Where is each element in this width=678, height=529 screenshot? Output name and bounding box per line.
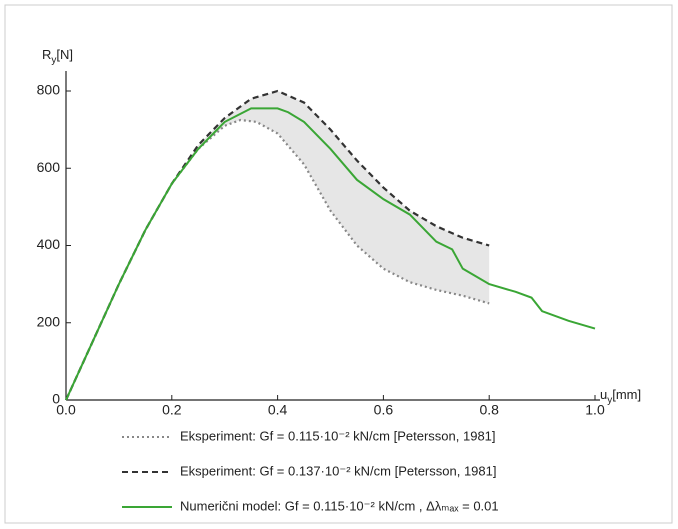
x-axis-label-subscript: y xyxy=(607,395,612,406)
y-axis-label-unit: [N] xyxy=(56,47,73,62)
y-axis-label-symbol: R xyxy=(42,47,51,62)
x-tick-label: 0.6 xyxy=(374,402,394,418)
legend-label: Eksperiment: Gf = 0.137·10⁻² kN/cm [Pete… xyxy=(180,463,496,478)
x-tick-label: 0.8 xyxy=(479,402,499,418)
y-tick-label: 200 xyxy=(37,313,61,329)
y-tick-label: 400 xyxy=(37,236,61,252)
y-tick-label: 0 xyxy=(52,391,60,407)
legend-label: Eksperiment: Gf = 0.115·10⁻² kN/cm [Pete… xyxy=(180,428,496,443)
x-tick-label: 0.2 xyxy=(162,402,182,418)
shaded-band xyxy=(66,91,490,400)
y-tick-label: 600 xyxy=(37,159,61,175)
y-axis-label: Ry[N] xyxy=(42,47,73,65)
frame xyxy=(4,4,673,524)
series-line xyxy=(64,89,490,401)
x-axis-label-symbol: u xyxy=(600,387,607,402)
legend-label: Numerični model: Gf = 0.115·10⁻² kN/cm ,… xyxy=(180,498,499,513)
y-tick-label: 800 xyxy=(37,82,61,98)
x-axis-label: uy[mm] xyxy=(600,387,641,405)
series-line xyxy=(65,107,596,401)
x-tick-label: 0.0 xyxy=(56,402,76,418)
y-axis-label-subscript: y xyxy=(51,55,56,66)
x-axis-label-unit: [mm] xyxy=(612,387,641,402)
x-tick-label: 1.0 xyxy=(585,402,605,418)
x-tick-label: 0.4 xyxy=(268,402,288,418)
